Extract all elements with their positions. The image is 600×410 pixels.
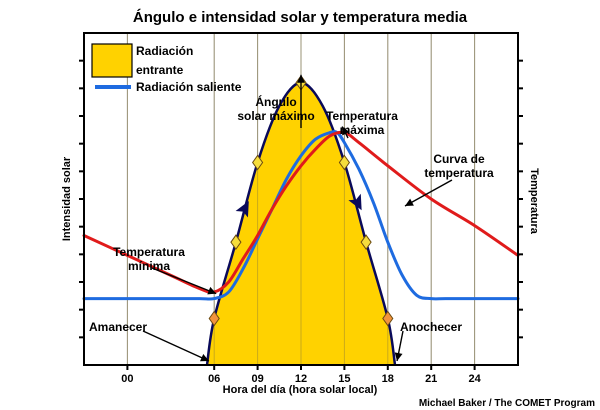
- sun-marker: [208, 310, 220, 327]
- curva-pointer: [404, 179, 453, 207]
- y-axis-label-right: Temperatura: [528, 168, 540, 235]
- annotation-tmin-line1: Temperatura: [113, 245, 185, 259]
- annotation-angulo-line1: Ángulo: [255, 94, 296, 109]
- x-tick-label: 21: [425, 373, 437, 385]
- arrowhead-shape: [348, 193, 362, 211]
- x-tick-label: 24: [468, 373, 481, 385]
- outgoing-radiation-line: [82, 130, 520, 301]
- legend-incoming-label-line2: entrante: [136, 63, 184, 77]
- axis-ticks: [79, 59, 523, 370]
- pointer-head: [207, 286, 217, 295]
- chart-title: Ángulo e intensidad solar y temperatura …: [133, 9, 468, 26]
- credit-line: Michael Baker / The COMET Program: [419, 398, 595, 409]
- annotation-tmin-line2: mínima: [128, 259, 170, 273]
- annotation-amanecer: Amanecer: [89, 320, 147, 334]
- pointer-head: [394, 352, 403, 361]
- x-tick-label: 00: [121, 373, 133, 385]
- sun-position-markers: [208, 74, 394, 327]
- pointer-line: [142, 330, 210, 362]
- sun-marker: [230, 234, 242, 251]
- arrowhead-shape: [235, 201, 249, 218]
- temperature-line: [82, 130, 520, 294]
- series-lines: [82, 130, 520, 301]
- annotation-tmax-line2: máxima: [340, 123, 385, 137]
- annotation-tmax-line1: Temperatura: [326, 109, 398, 123]
- x-tick-label: 06: [208, 373, 220, 385]
- angulo-pointer: [297, 74, 305, 128]
- pointer-head: [297, 74, 305, 83]
- x-tick-label: 12: [295, 373, 307, 385]
- annotation-angulo-line2: solar máximo: [237, 109, 314, 123]
- setting-arrow: [348, 193, 362, 211]
- x-tick-label: 15: [338, 373, 350, 385]
- anochecer-pointer: [394, 330, 404, 362]
- sun-marker: [251, 154, 264, 171]
- x-tick-label: 18: [382, 373, 394, 385]
- sun-marker: [338, 154, 351, 171]
- annotation-anochecer: Anochecer: [400, 320, 462, 334]
- legend-outgoing-label: Radiación saliente: [136, 80, 242, 94]
- pointer-head: [200, 354, 209, 362]
- x-tick-label: 09: [251, 373, 263, 385]
- direction-arrows: [142, 74, 453, 362]
- incoming-radiation-fill: [207, 82, 395, 366]
- legend-incoming-label-line1: Radiación: [136, 44, 193, 58]
- tmin-pointer: [151, 267, 217, 295]
- x-axis-label: Hora del día (hora solar local): [223, 384, 378, 396]
- sun-marker: [360, 234, 372, 251]
- sun-marker: [382, 310, 394, 327]
- annotation-curva-line2: temperatura: [424, 166, 494, 180]
- rising-arrow: [235, 201, 249, 218]
- legend: Radiación entrante Radiación saliente: [91, 43, 242, 94]
- pointer-line: [404, 179, 453, 207]
- y-axis-label-left: Intensidad solar: [61, 156, 73, 241]
- legend-incoming-swatch: [91, 43, 133, 78]
- chart-text: Ángulo e intensidad solar y temperatura …: [61, 9, 595, 409]
- pointer-head: [405, 198, 414, 206]
- annotation-curva-line1: Curva de: [433, 152, 485, 166]
- tmax-pointer: [341, 126, 350, 139]
- pointer-line: [151, 267, 217, 295]
- pointer-head: [342, 126, 350, 136]
- amanecer-pointer: [142, 330, 210, 362]
